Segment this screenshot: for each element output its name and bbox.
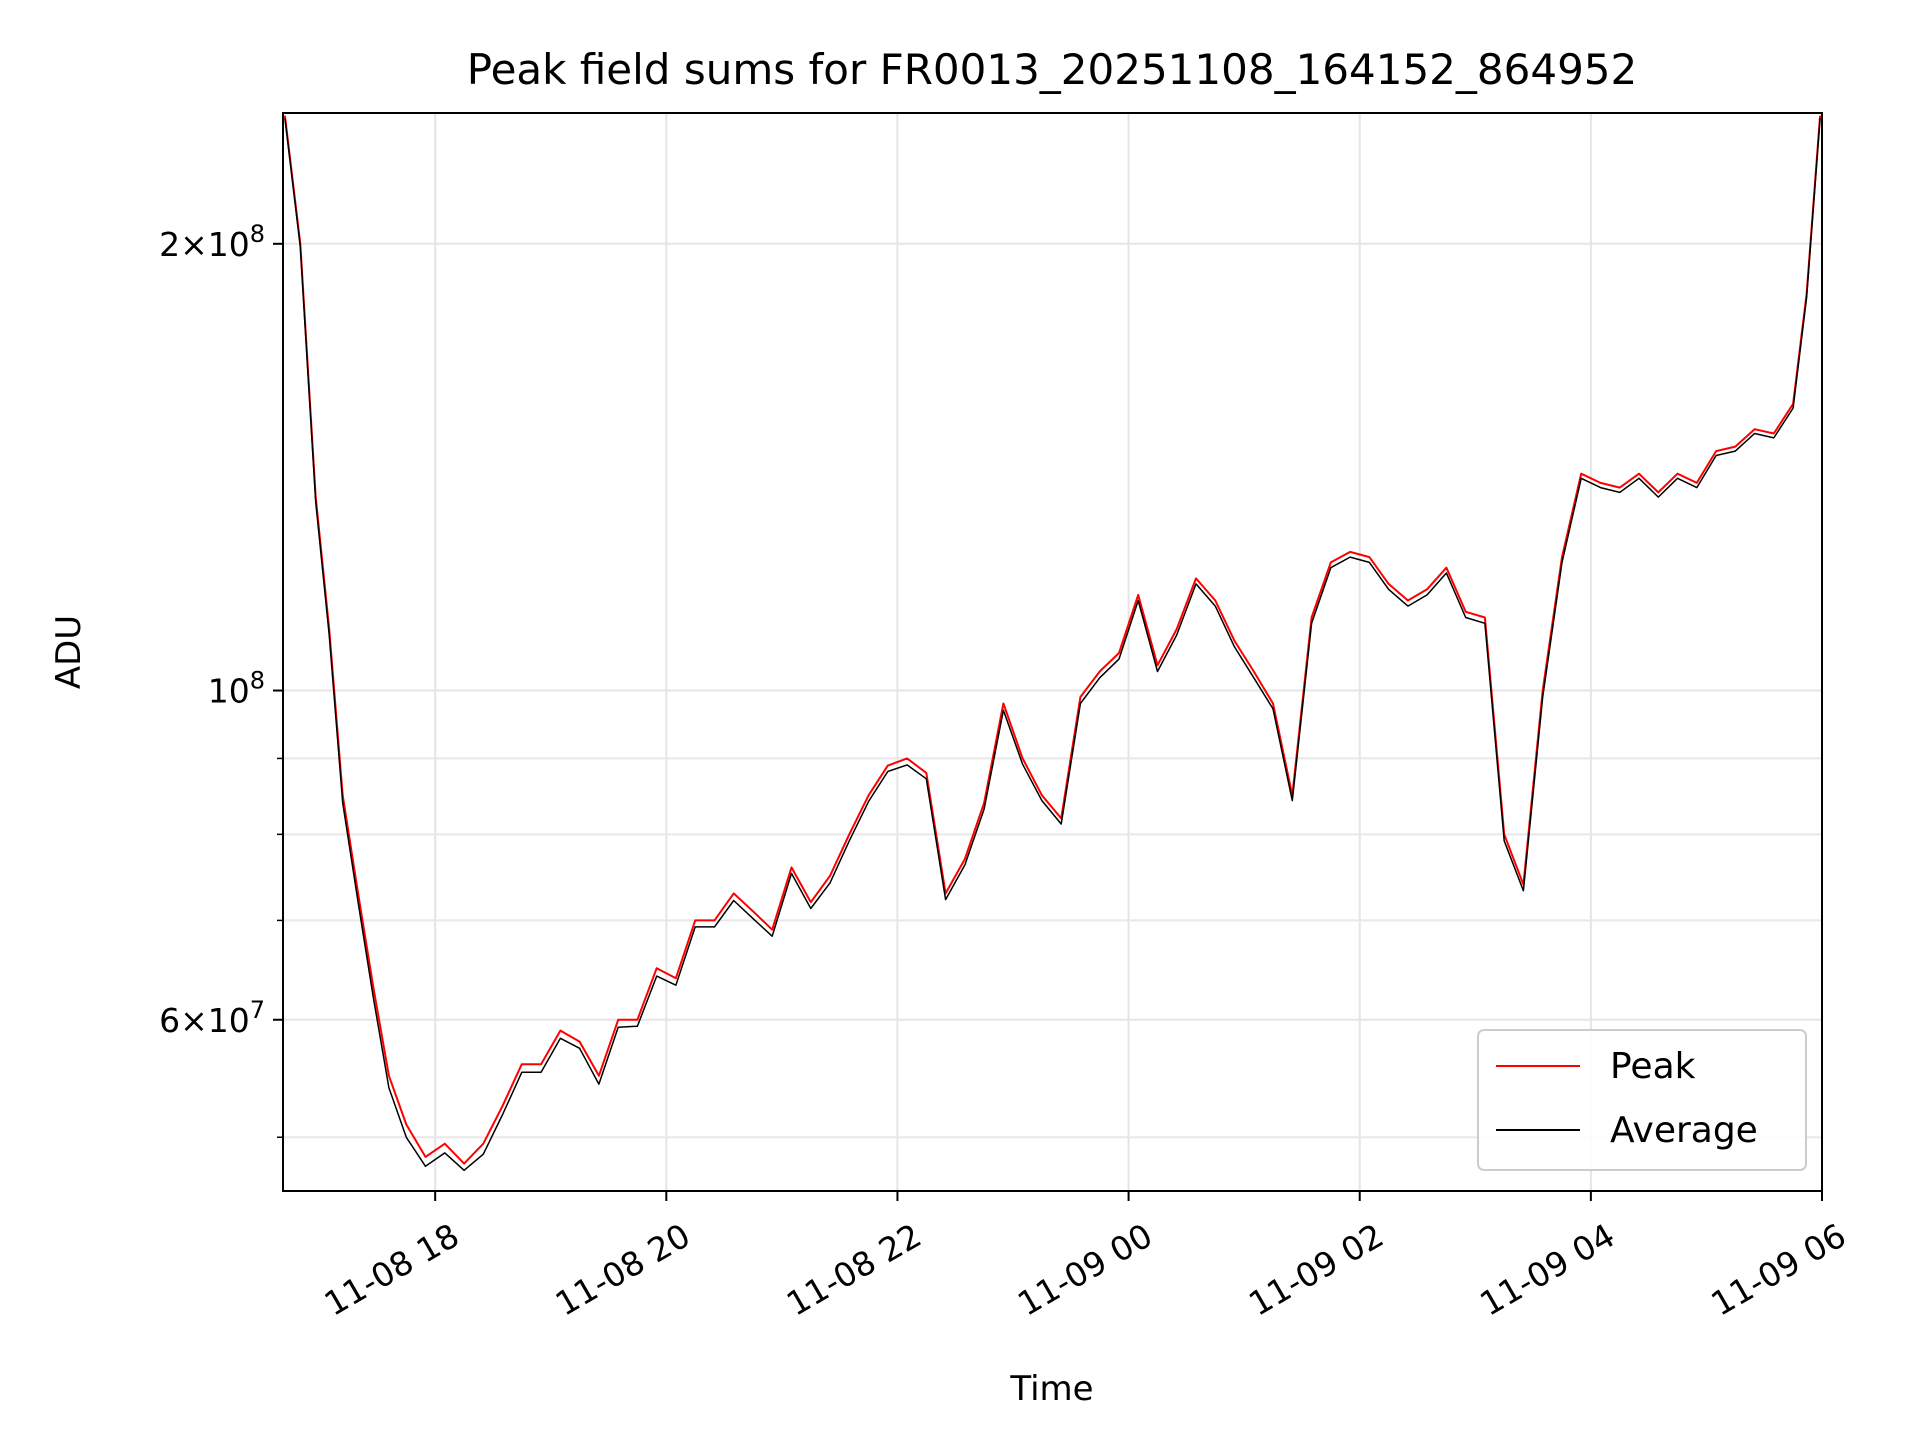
series-line-average bbox=[284, 118, 1821, 1172]
x-axis-title: Time bbox=[1009, 1369, 1093, 1409]
legend-label-average: Average bbox=[1610, 1110, 1758, 1151]
y-tick-label: 2×108 bbox=[159, 220, 265, 264]
y-tick-label: 108 bbox=[208, 667, 265, 711]
y-axis: 6×107 108 2×108 bbox=[159, 220, 283, 1139]
plot-frame bbox=[282, 112, 1823, 1192]
chart-title: Peak field sums for FR0013_20251108_1641… bbox=[467, 45, 1637, 94]
grid bbox=[283, 113, 1823, 1191]
series-line-peak bbox=[283, 115, 1822, 1165]
legend-label-peak: Peak bbox=[1610, 1046, 1696, 1087]
y-axis-title: ADU bbox=[49, 615, 89, 689]
y-tick-label: 6×107 bbox=[159, 996, 265, 1040]
plot-area bbox=[282, 112, 1823, 1192]
legend: Peak Average bbox=[1477, 1029, 1807, 1171]
